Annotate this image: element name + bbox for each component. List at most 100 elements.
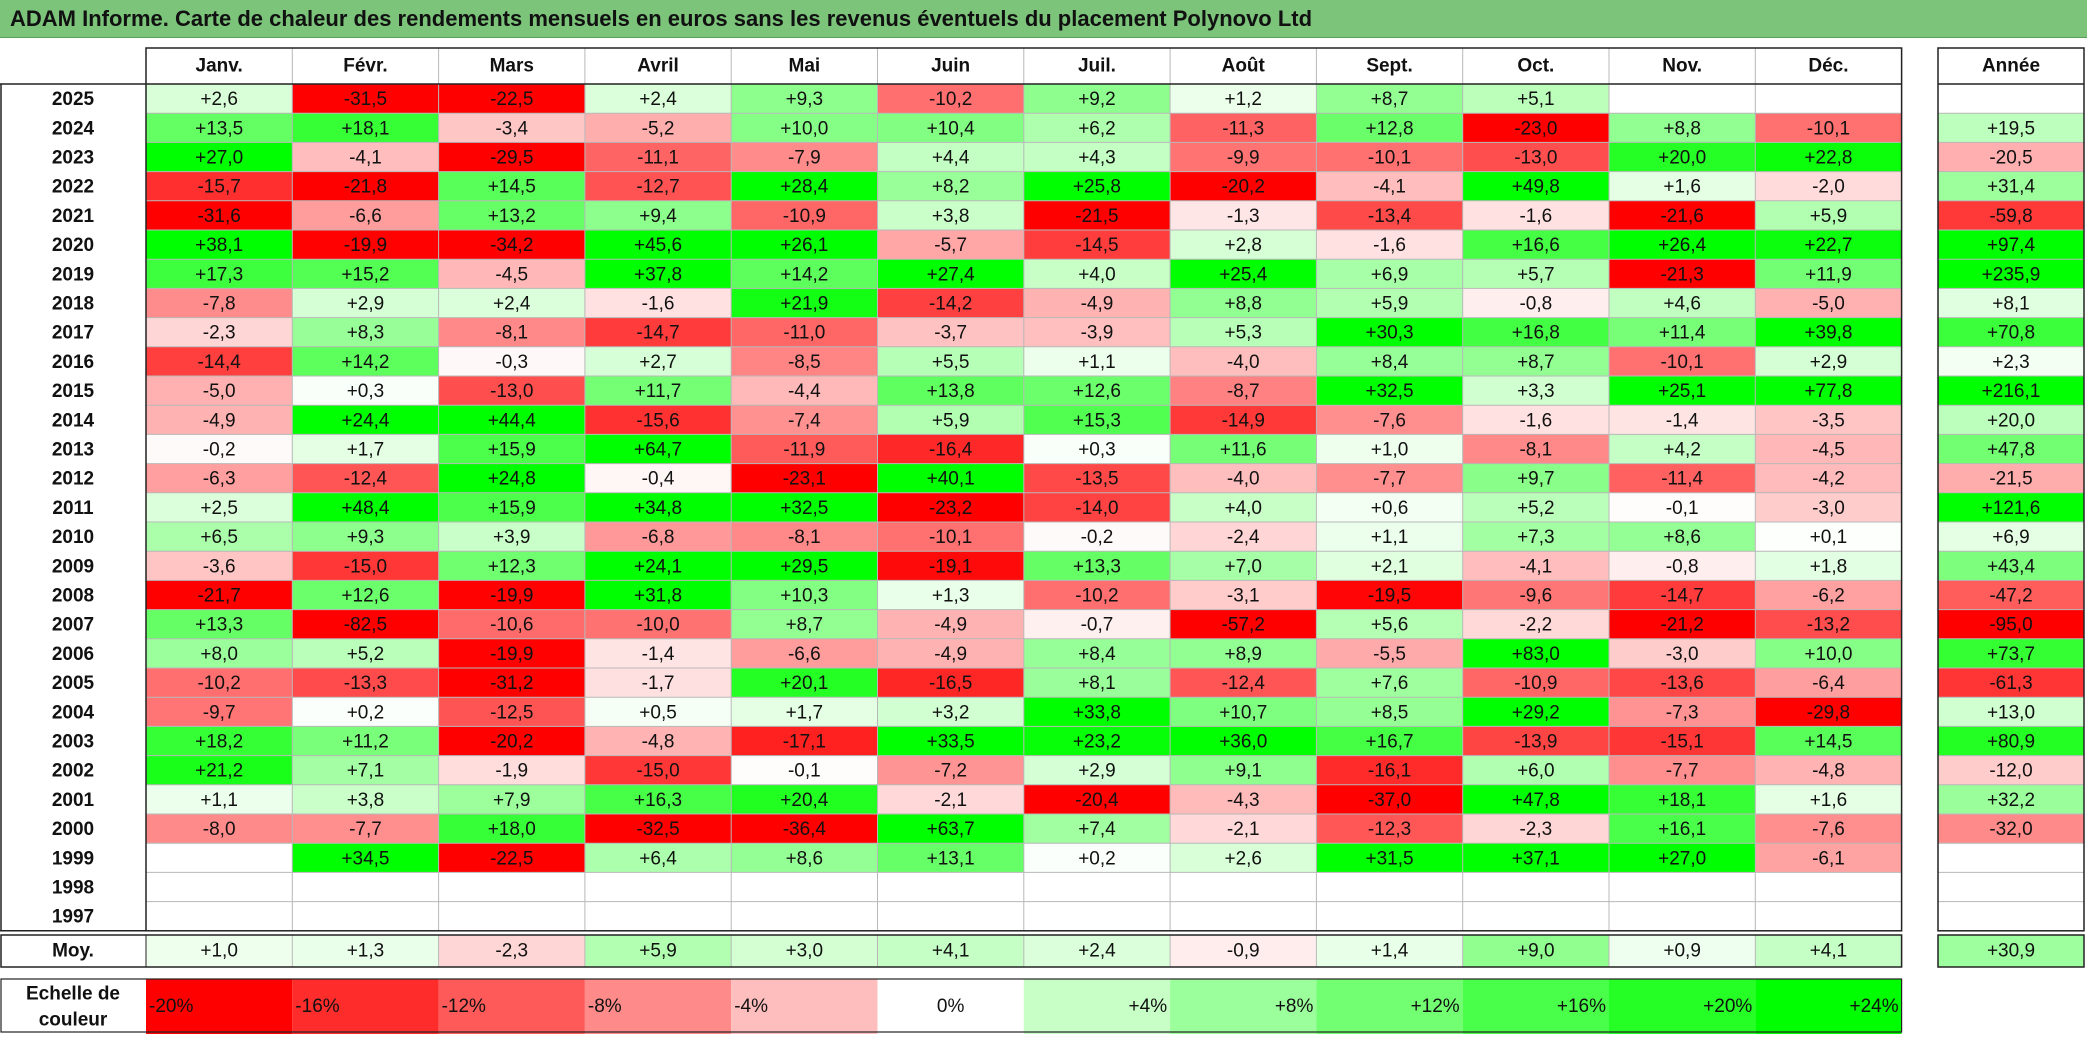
cell-value: -7,6: [1373, 410, 1406, 431]
heatmap-cell: [877, 113, 1024, 143]
heatmap-cell: [438, 434, 585, 464]
cell-value: -4,5: [495, 264, 528, 285]
cell-value: -10,2: [929, 89, 972, 110]
heatmap-cell: [877, 843, 1024, 873]
heatmap-cell: [1755, 317, 1902, 347]
cell-value: -20,4: [1075, 790, 1119, 811]
heatmap-cell: [731, 230, 878, 260]
heatmap-cell: [1755, 230, 1902, 260]
heatmap-cell: [1755, 463, 1902, 493]
cell-value: -1,4: [642, 644, 675, 665]
heatmap-cell: [438, 259, 585, 289]
heatmap-cell: [584, 317, 732, 347]
annual-value: +235,9: [1982, 264, 2041, 285]
cell-value: -1,3: [1227, 206, 1260, 227]
annual-value: +19,5: [1987, 118, 2035, 139]
heatmap-cell: [1316, 872, 1463, 902]
legend-item-label: +24%: [1849, 996, 1898, 1017]
heatmap-cell: [731, 901, 878, 931]
cell-value: -10,1: [1660, 352, 1703, 373]
cell-value: +15,3: [1073, 410, 1121, 431]
heatmap-cell: [292, 726, 439, 756]
cell-value: -12,7: [636, 177, 679, 198]
heatmap-cell: [1755, 84, 1902, 114]
cell-value: -6,8: [642, 527, 675, 548]
heatmap-cell: [438, 755, 585, 785]
cell-value: +5,9: [1371, 294, 1409, 315]
cell-value: +63,7: [927, 819, 975, 840]
heatmap-cell: [1609, 901, 1756, 931]
legend-label-line1: Echelle de: [26, 984, 120, 1005]
heatmap-cell: [584, 113, 732, 143]
annual-value: -47,2: [1989, 586, 2032, 607]
row-year-label: 2009: [52, 556, 94, 577]
heatmap-cell: [1170, 551, 1317, 581]
heatmap-cell: [1023, 142, 1171, 172]
heatmap-cell: [1316, 668, 1463, 698]
heatmap-cell: [146, 288, 293, 318]
cell-value: +13,3: [1073, 556, 1121, 577]
cell-value: -21,8: [344, 177, 387, 198]
column-header: Juin: [931, 56, 970, 77]
heatmap-cell: [584, 492, 732, 522]
row-year-label: 2002: [52, 761, 94, 782]
cell-value: -10,1: [1807, 118, 1850, 139]
heatmap-cell: [292, 317, 439, 347]
heatmap-cell: [731, 638, 878, 668]
cell-value: +13,3: [195, 615, 243, 636]
heatmap-cell: [584, 901, 732, 931]
heatmap-cell: [1170, 113, 1317, 143]
annual-cell: [1938, 668, 2084, 698]
heatmap-cell: [146, 784, 293, 814]
cell-value: -2,3: [203, 323, 236, 344]
heatmap-cell: [1316, 726, 1463, 756]
cell-value: +13,1: [927, 848, 975, 869]
heatmap-cell: [731, 784, 878, 814]
cell-value: -7,7: [1373, 469, 1406, 490]
cell-value: -34,2: [490, 235, 533, 256]
heatmap-cell: [292, 668, 439, 698]
cell-value: +8,4: [1371, 352, 1409, 373]
heatmap-cell: [1609, 346, 1756, 376]
heatmap-cell: [1170, 697, 1317, 727]
column-header: Sept.: [1366, 56, 1412, 77]
cell-value: -4,1: [349, 148, 382, 169]
heatmap-cell: [877, 317, 1024, 347]
cell-value: +1,7: [786, 702, 824, 723]
cell-value: -1,4: [1666, 410, 1699, 431]
heatmap-cell: [1316, 843, 1463, 873]
heatmap-cell: [731, 755, 878, 785]
legend-item-label: +8%: [1275, 996, 1314, 1017]
annual-cell: [1938, 697, 2084, 727]
heatmap-cell: [1755, 609, 1902, 639]
cell-value: +4,3: [1078, 148, 1116, 169]
heatmap-cell: [584, 142, 732, 172]
heatmap-cell: [1755, 171, 1902, 201]
cell-value: -1,6: [1373, 235, 1406, 256]
cell-value: +25,8: [1073, 177, 1121, 198]
heatmap-cell: [731, 259, 878, 289]
heatmap-cell: [146, 405, 293, 435]
heatmap-cell: [584, 784, 732, 814]
annual-cell: [1938, 376, 2084, 406]
cell-value: -11,9: [783, 440, 825, 461]
heatmap-cell: [731, 84, 878, 114]
legend-swatch: [877, 979, 1024, 1034]
annual-cell: [1938, 142, 2084, 172]
heatmap-cell: [584, 638, 732, 668]
heatmap-cell: [146, 200, 293, 230]
cell-value: +7,9: [493, 790, 531, 811]
row-year-label: 2010: [52, 527, 94, 548]
heatmap-cell: [1462, 697, 1609, 727]
cell-value: -9,7: [203, 702, 236, 723]
cell-value: -5,0: [203, 381, 236, 402]
cell-value: -0,2: [203, 440, 236, 461]
cell-value: -13,3: [344, 673, 387, 694]
cell-value: -1,6: [642, 294, 675, 315]
heatmap-cell: [1170, 288, 1317, 318]
cell-value: +18,2: [195, 732, 243, 753]
heatmap-cell: [584, 522, 732, 552]
heatmap-cell: [1462, 317, 1609, 347]
annual-cell: [1938, 843, 2084, 873]
heatmap-cell: [1316, 317, 1463, 347]
